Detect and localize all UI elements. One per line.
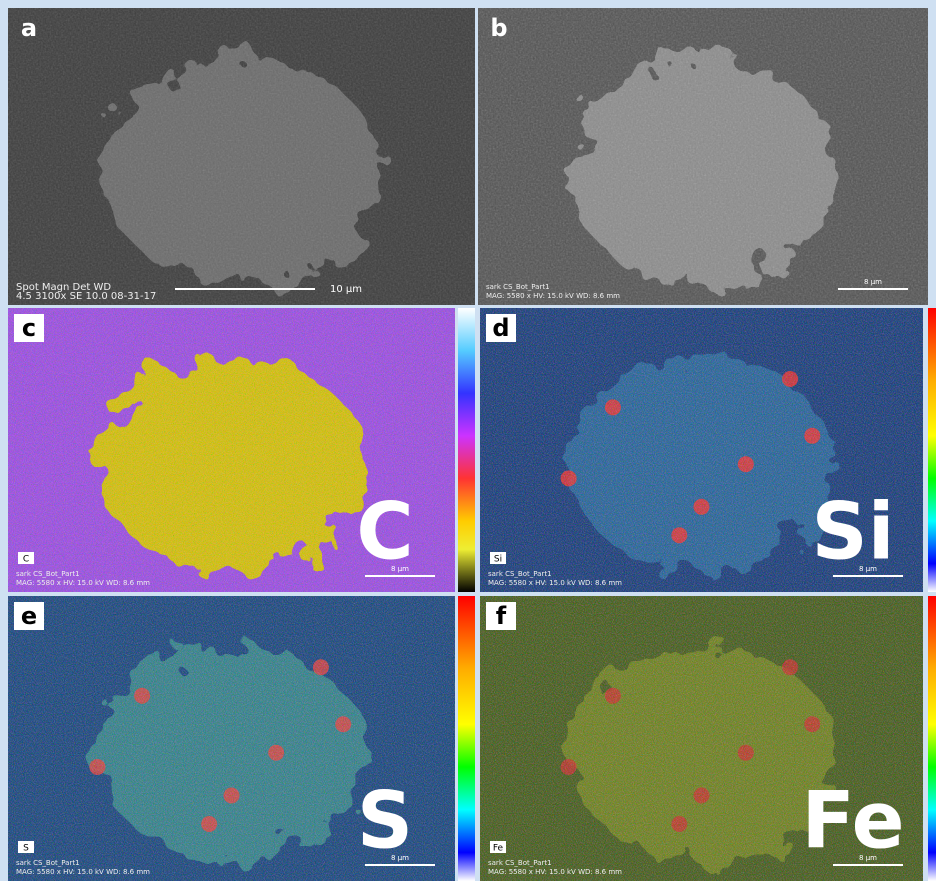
scale-label: 8 µm [859,854,877,862]
info-line: MAG: 5580 x HV: 15.0 kV WD: 8.6 mm [488,579,622,587]
element-label: S [357,776,413,866]
info-line: sark CS_Bot_Part1 [488,570,552,578]
panel-label: a [21,14,37,42]
info-line: MAG: 5580 x HV: 15.0 kV WD: 8.6 mm [16,868,150,876]
color-bar [458,308,475,592]
info-line: 4.5 3100x SE 10.0 08-31-17 [16,291,156,302]
texture [8,8,475,305]
scale-label: 10 µm [330,284,362,295]
color-bar [928,596,936,881]
panel-label: c [22,314,36,342]
color-bar [458,596,475,881]
panel-label: f [496,602,507,630]
element-tag: Si [494,555,502,565]
info-line: MAG: 5580 x HV: 15.0 kV WD: 8.6 mm [488,868,622,876]
panel-label: e [21,602,37,630]
info-line: sark CS_Bot_Part1 [488,859,552,867]
panel-label: d [492,314,509,342]
element-label: C [356,487,413,577]
panel-image [8,8,475,305]
element-tag: Fe [493,844,504,854]
element-label: Si [812,487,895,577]
element-label: Fe [801,776,904,866]
info-line: sark CS_Bot_Part1 [486,283,550,291]
element-tag: C [23,555,29,565]
scale-label: 8 µm [391,854,409,862]
panel-image [478,8,928,305]
info-line: MAG: 5580 x HV: 15.0 kV WD: 8.6 mm [16,579,150,587]
texture [478,8,928,305]
element-tag: S [23,844,29,854]
color-bar [928,308,936,592]
scale-label: 8 µm [391,565,409,573]
scale-label: 8 µm [864,278,882,286]
info-line: MAG: 5580 x HV: 15.0 kV WD: 8.6 mm [486,292,620,300]
info-line: sark CS_Bot_Part1 [16,859,80,867]
scale-label: 8 µm [859,565,877,573]
figure: aSpot Magn Det WD4.5 3100x SE 10.0 08-31… [0,0,936,881]
info-line: sark CS_Bot_Part1 [16,570,80,578]
panel-label: b [490,14,507,42]
